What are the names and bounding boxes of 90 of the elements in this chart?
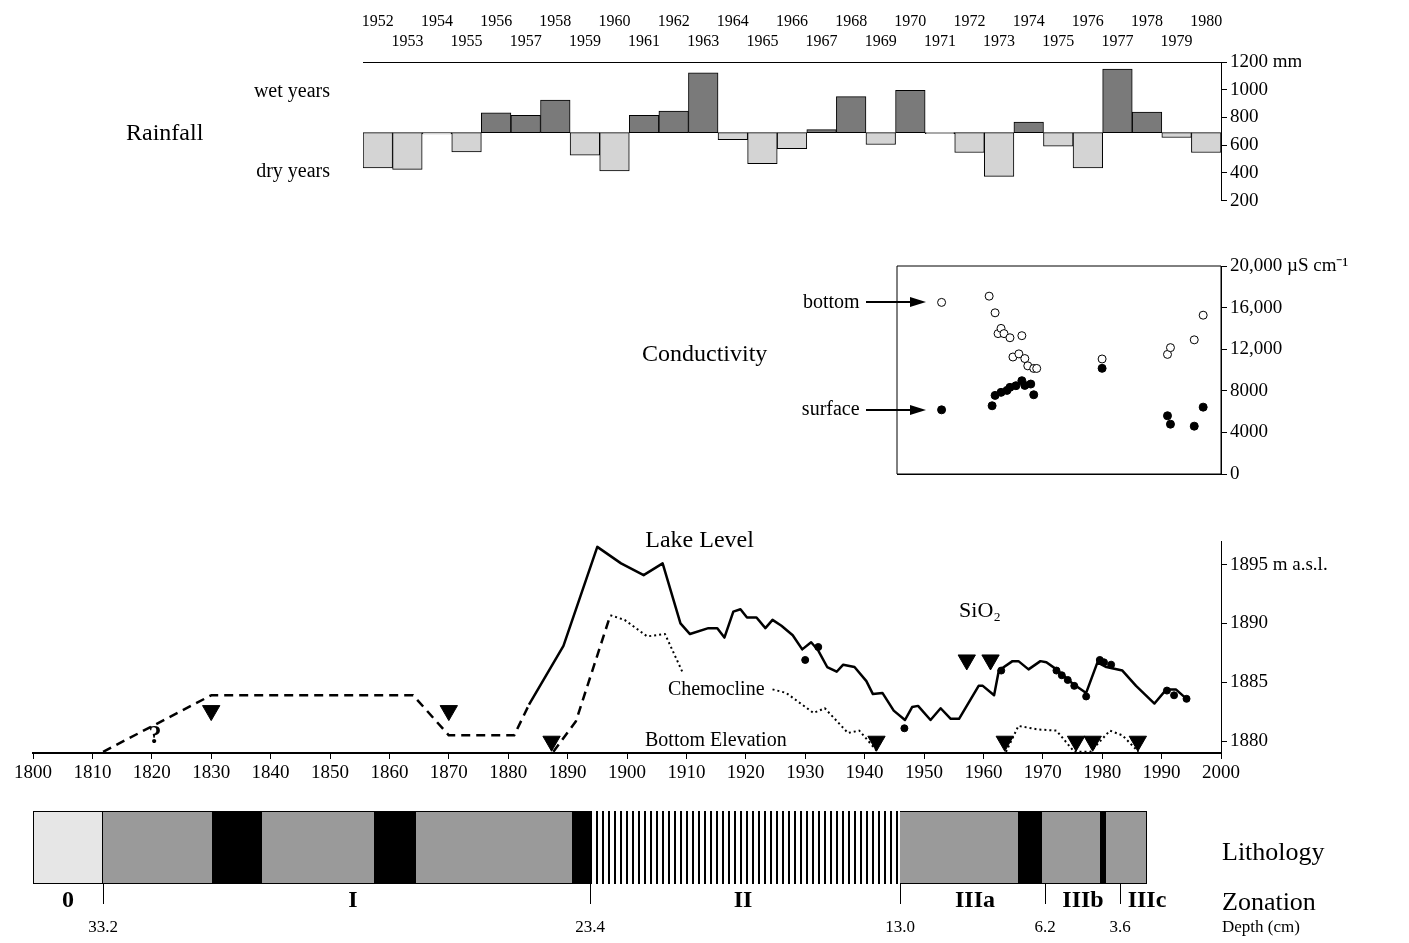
y-tick-label: 1000 bbox=[1230, 77, 1268, 99]
text: 23.4 bbox=[575, 917, 605, 937]
x-tick-label: 1970 bbox=[1023, 761, 1062, 783]
annotation: ? bbox=[148, 719, 162, 750]
y-tick-label: 1895 m a.s.l. bbox=[1230, 552, 1328, 574]
x-tick-label: 1959 bbox=[568, 31, 601, 49]
x-tick-label: 1810 bbox=[73, 761, 112, 783]
text: Depth (cm) bbox=[1222, 917, 1300, 937]
y-tick-label: 12,000 bbox=[1230, 337, 1283, 359]
y-tick-label: 4000 bbox=[1230, 420, 1268, 442]
x-tick-label: 1840 bbox=[251, 761, 290, 783]
annotation: Bottom Elevation bbox=[645, 728, 787, 750]
x-tick-label: 1977 bbox=[1101, 31, 1134, 49]
y-tick-label: 1890 bbox=[1230, 611, 1268, 633]
x-tick-label: 1966 bbox=[776, 12, 808, 30]
text: Lithology bbox=[1222, 837, 1325, 867]
x-tick-label: 1958 bbox=[539, 12, 572, 30]
text: 33.2 bbox=[88, 917, 118, 937]
text: 0 bbox=[62, 886, 74, 913]
x-tick-label: 1973 bbox=[983, 31, 1016, 49]
x-tick-label: 1964 bbox=[716, 12, 749, 30]
x-tick-label: 1965 bbox=[746, 31, 779, 49]
x-tick-label: 1900 bbox=[608, 761, 646, 783]
x-tick-label: 1974 bbox=[1012, 12, 1045, 30]
x-tick-label: 1920 bbox=[726, 761, 765, 783]
x-tick-label: 1978 bbox=[1131, 12, 1164, 30]
x-tick-label: 1910 bbox=[667, 761, 706, 783]
text: II bbox=[733, 886, 753, 913]
x-tick-label: 1952 bbox=[361, 12, 394, 30]
y-tick-label: 16,000 bbox=[1230, 295, 1283, 317]
x-tick-label: 1972 bbox=[953, 12, 986, 30]
x-tick-label: 1963 bbox=[687, 31, 720, 49]
x-tick-label: 1954 bbox=[420, 12, 453, 30]
y-tick-label: 1880 bbox=[1230, 729, 1268, 751]
annotation: SiO₂ bbox=[959, 596, 1001, 623]
x-tick-label: 1960 bbox=[964, 761, 1003, 783]
text: 6.2 bbox=[1034, 917, 1056, 937]
x-tick-label: 1870 bbox=[429, 761, 468, 783]
x-tick-label: 1971 bbox=[923, 31, 956, 49]
text: 3.6 bbox=[1109, 917, 1131, 937]
y-tick-label: 8000 bbox=[1230, 378, 1268, 400]
x-tick-label: 1962 bbox=[657, 12, 690, 30]
x-tick-label: 1980 bbox=[1083, 761, 1122, 783]
x-tick-label: 1860 bbox=[370, 761, 409, 783]
y-tick-label: 200 bbox=[1230, 188, 1259, 210]
text: Rainfall bbox=[126, 119, 204, 146]
x-tick-label: 1956 bbox=[480, 12, 513, 30]
text: dry years bbox=[256, 159, 331, 183]
x-tick-label: 1961 bbox=[628, 31, 661, 49]
y-tick-label: 800 bbox=[1230, 105, 1259, 127]
x-tick-label: 1890 bbox=[548, 761, 587, 783]
x-tick-label: 1930 bbox=[786, 761, 825, 783]
x-tick-label: 1975 bbox=[1042, 31, 1075, 49]
x-tick-label: 1820 bbox=[132, 761, 171, 783]
x-tick-label: 1830 bbox=[192, 761, 231, 783]
text: Zonation bbox=[1222, 887, 1316, 917]
series-label: Lake Level bbox=[645, 526, 755, 553]
x-tick-label: 1950 bbox=[905, 761, 943, 783]
x-tick-label: 1940 bbox=[845, 761, 884, 783]
x-tick-label: 1990 bbox=[1142, 761, 1181, 783]
y-tick-label: 0 bbox=[1230, 461, 1240, 483]
text: IIIc bbox=[1127, 886, 1167, 913]
x-tick-label: 1969 bbox=[864, 31, 897, 49]
x-tick-label: 1979 bbox=[1160, 31, 1193, 49]
text: 13.0 bbox=[885, 917, 915, 937]
legend-label: bottom bbox=[802, 289, 861, 312]
x-tick-label: 1880 bbox=[489, 761, 528, 783]
x-tick-label: 1980 bbox=[1190, 12, 1223, 30]
x-tick-label: 1960 bbox=[598, 12, 631, 30]
y-tick-label: 1885 bbox=[1230, 670, 1268, 692]
x-tick-label: 1957 bbox=[509, 31, 542, 49]
y-tick-label: 20,000 µS cm⁻¹ bbox=[1230, 253, 1349, 275]
text: I bbox=[348, 886, 358, 913]
x-tick-label: 1850 bbox=[311, 761, 349, 783]
x-tick-label: 1800 bbox=[14, 761, 52, 783]
series-label: Chemocline bbox=[667, 676, 765, 699]
x-tick-label: 1967 bbox=[805, 31, 838, 49]
x-tick-label: 1968 bbox=[835, 12, 868, 30]
text: IIIb bbox=[1062, 886, 1104, 913]
x-tick-label: 1970 bbox=[894, 12, 927, 30]
text: IIIa bbox=[954, 886, 996, 913]
x-tick-label: 2000 bbox=[1202, 761, 1240, 783]
text: wet years bbox=[253, 79, 331, 103]
x-tick-label: 1976 bbox=[1071, 12, 1104, 30]
y-tick-label: 600 bbox=[1230, 133, 1259, 155]
x-tick-label: 1953 bbox=[391, 31, 424, 49]
text: Conductivity bbox=[642, 340, 768, 367]
x-tick-label: 1955 bbox=[450, 31, 483, 49]
legend-label: surface bbox=[801, 397, 860, 420]
y-tick-label: 400 bbox=[1230, 160, 1259, 182]
